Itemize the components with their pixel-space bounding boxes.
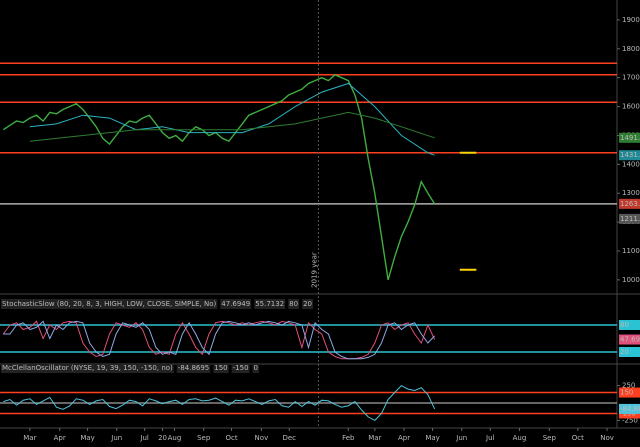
y-tick-label: 1900 xyxy=(622,16,640,24)
price-label: 1431.54 xyxy=(620,151,640,159)
header-box xyxy=(1,299,218,309)
x-tick-label: Mar xyxy=(368,434,381,442)
y-tick-label: 1700 xyxy=(622,74,640,82)
x-tick-label: May xyxy=(425,434,439,442)
header-item: -150 xyxy=(233,364,249,372)
annotation: 2019 year xyxy=(310,252,318,288)
header-item: 0 xyxy=(254,364,258,372)
price-label: 1211.21 xyxy=(620,215,640,223)
value-label: 20 xyxy=(620,348,629,356)
price-label-box xyxy=(619,213,640,224)
x-tick-label: Oct xyxy=(572,434,584,442)
y-tick-label: -250 xyxy=(622,416,638,424)
x-tick-label: Jul xyxy=(485,434,495,442)
x-tick-label: Sep xyxy=(543,434,557,442)
value-label: 150 xyxy=(620,389,633,397)
price-label: 1263.24 xyxy=(620,200,640,208)
header-box xyxy=(220,299,252,309)
series-line xyxy=(3,320,435,360)
x-tick-label: Nov xyxy=(255,434,269,442)
series-line xyxy=(3,384,436,422)
x-tick-label: Jun xyxy=(110,434,122,442)
header-box xyxy=(254,299,286,309)
x-tick-label: Apr xyxy=(398,434,410,442)
y-tick-label: 1600 xyxy=(622,103,640,111)
value-label-box xyxy=(619,387,640,398)
header-item: McClellanOscillator (NYSE, 19, 39, 150, … xyxy=(2,364,173,372)
header-item: 20 xyxy=(303,300,312,308)
value-label-box xyxy=(619,334,640,345)
y-tick-label: 250 xyxy=(622,382,635,390)
x-tick-label: Nov xyxy=(600,434,614,442)
value-label: 47.6949 xyxy=(620,336,640,344)
x-tick-label: Aug xyxy=(168,434,182,442)
x-tick-label: Jun xyxy=(455,434,467,442)
series-line xyxy=(2,73,436,281)
value-label-box xyxy=(619,347,640,357)
x-tick-label: Aug xyxy=(513,434,527,442)
header-item: 47.6949 xyxy=(221,300,250,308)
header-item: -84.8695 xyxy=(178,364,209,372)
y-tick-label: 1800 xyxy=(622,45,640,53)
header-box xyxy=(252,363,259,373)
x-tick-label: Mar xyxy=(23,434,36,442)
x-tick-label: Oct xyxy=(225,434,237,442)
header-box xyxy=(176,363,211,373)
value-label-box xyxy=(619,320,640,330)
price-label: 1491.78 xyxy=(620,134,640,142)
header-item: StochasticSlow (80, 20, 8, 3, HIGH, LOW,… xyxy=(2,300,217,308)
price-label-box xyxy=(619,198,640,209)
x-tick-label: Jul xyxy=(139,434,149,442)
x-tick-label: May xyxy=(80,434,94,442)
x-tick-label: 20 xyxy=(158,434,167,442)
header-box xyxy=(288,299,300,309)
x-tick-label: Apr xyxy=(54,434,66,442)
x-tick-label: Dec xyxy=(282,434,296,442)
header-box xyxy=(302,299,314,309)
value-label-box xyxy=(619,403,640,414)
y-tick-label: 1100 xyxy=(622,247,640,255)
header-item: 80 xyxy=(289,300,298,308)
price-label-box xyxy=(619,150,640,161)
value-label: 80 xyxy=(620,321,629,329)
y-tick-label: 1000 xyxy=(622,276,640,284)
x-tick-label: Feb xyxy=(342,434,355,442)
series-line xyxy=(29,111,435,142)
header-item: 55.7132 xyxy=(255,300,284,308)
header-item: 150 xyxy=(214,364,227,372)
price-label-box xyxy=(619,132,640,143)
value-label: -84.8695 xyxy=(620,405,640,413)
series-line xyxy=(29,82,435,156)
series-line xyxy=(2,320,436,360)
y-tick-label: 1300 xyxy=(622,189,640,197)
x-tick-label: Sep xyxy=(197,434,211,442)
header-box xyxy=(213,363,229,373)
y-tick-label: 1400 xyxy=(622,160,640,168)
header-box xyxy=(231,363,250,373)
header-box xyxy=(1,363,174,373)
